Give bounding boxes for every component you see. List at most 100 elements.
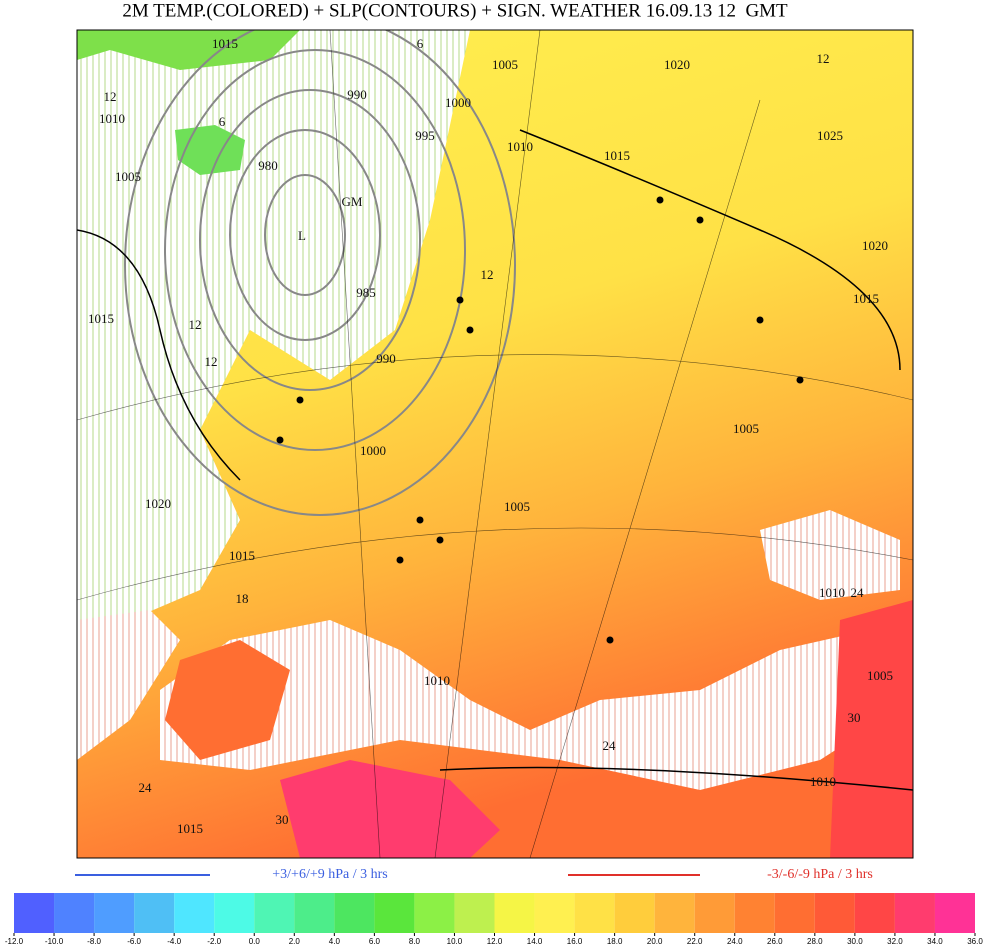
- iberia-heat: [165, 640, 290, 760]
- map-label: 12: [817, 51, 830, 66]
- colorbar-swatch: [374, 893, 415, 933]
- colorbar-tick-label: 18.0: [607, 937, 623, 946]
- colorbar-tick-label: 14.0: [527, 937, 543, 946]
- colorbar-tick-label: 2.0: [289, 937, 301, 946]
- iceland: [175, 125, 245, 175]
- map-label: 30: [276, 812, 289, 827]
- atlantic-south: [77, 610, 180, 760]
- map-label: 990: [347, 87, 367, 102]
- colorbar-tick-label: 20.0: [647, 937, 663, 946]
- map-label: 1005: [733, 421, 759, 436]
- map-label: 1010: [819, 585, 845, 600]
- colorbar-tick-label: 16.0: [567, 937, 583, 946]
- map-label: 1025: [817, 128, 843, 143]
- colorbar-swatch: [134, 893, 175, 933]
- colorbar-swatch: [534, 893, 575, 933]
- graticule: [77, 30, 913, 858]
- colorbar-swatch: [494, 893, 535, 933]
- colorbar-tick-label: 6.0: [369, 937, 381, 946]
- map-label: 1005: [504, 499, 530, 514]
- colorbar-tick-label: 24.0: [727, 937, 743, 946]
- colorbar-swatch: [54, 893, 95, 933]
- map-label: 1010: [99, 111, 125, 126]
- colorbar-tick-label: 32.0: [887, 937, 903, 946]
- mediterranean-sea: [160, 620, 913, 790]
- map-labels: 1015 6 1005 1020 12 12 1010 990 1000 6 995 1025 1010…: [88, 36, 893, 836]
- colorbar-tick-label: -4.0: [167, 937, 181, 946]
- colorbar-swatch: [894, 893, 935, 933]
- map-label: 6: [417, 36, 424, 51]
- weather-symbols: [276, 196, 804, 644]
- colorbar-swatch: [734, 893, 775, 933]
- colorbar-swatch: [174, 893, 215, 933]
- map-label: GM: [342, 194, 363, 209]
- colorbar-swatch: [334, 893, 375, 933]
- colorbar-tick-label: 0.0: [249, 937, 261, 946]
- map-label: 12: [481, 267, 494, 282]
- map-label: 1015: [229, 548, 255, 563]
- map-label: 24: [851, 585, 865, 600]
- map-label: 990: [376, 351, 396, 366]
- map-label: 1000: [445, 95, 471, 110]
- colorbar-swatch: [694, 893, 735, 933]
- colorbar-swatch: [454, 893, 495, 933]
- map-label: 1020: [664, 57, 690, 72]
- colorbar-tick-label: -10.0: [45, 937, 64, 946]
- map: 1015 6 1005 1020 12 12 1010 990 1000 6 995 1025 1010…: [77, 30, 913, 858]
- colorbar-tick-label: 10.0: [447, 937, 463, 946]
- map-label: 1020: [862, 238, 888, 253]
- map-label: 1015: [212, 36, 238, 51]
- colorbar-tick-label: 30.0: [847, 937, 863, 946]
- map-label: 12: [189, 317, 202, 332]
- colorbar-swatch: [574, 893, 615, 933]
- colorbar-swatch: [934, 893, 975, 933]
- colorbar-tick-label: 8.0: [409, 937, 421, 946]
- map-label: L: [298, 228, 306, 243]
- map-label: 18: [236, 591, 249, 606]
- colorbar-tick-label: -6.0: [127, 937, 141, 946]
- colorbar-swatch: [774, 893, 815, 933]
- colorbar-tick-label: 26.0: [767, 937, 783, 946]
- greenland: [77, 30, 300, 70]
- map-label: 980: [258, 158, 278, 173]
- map-label: 1010: [810, 774, 836, 789]
- map-label: 1015: [88, 311, 114, 326]
- map-label: 1010: [424, 673, 450, 688]
- map-label: 30: [848, 710, 861, 725]
- colorbar-swatch: [254, 893, 295, 933]
- rising-legend-text: +3/+6/+9 hPa / 3 hrs: [272, 867, 387, 882]
- colorbar-tick-label: 12.0: [487, 937, 503, 946]
- pressure-contours: [124, 30, 516, 516]
- map-label: 1015: [604, 148, 630, 163]
- colorbar-swatch: [214, 893, 255, 933]
- map-label: 995: [415, 128, 435, 143]
- map-label: 1015: [853, 291, 879, 306]
- sahara-heat: [280, 760, 500, 858]
- map-label: 1020: [145, 496, 171, 511]
- east-heat: [830, 600, 913, 858]
- map-frame: [76, 29, 914, 859]
- map-title: 2M TEMP.(COLORED) + SLP(CONTOURS) + SIGN…: [122, 0, 788, 21]
- map-label: 1000: [360, 443, 386, 458]
- map-label: 12: [104, 89, 117, 104]
- colorbar-swatch: [14, 893, 55, 933]
- colorbar-tick-label: -8.0: [87, 937, 101, 946]
- isobars: [77, 129, 913, 791]
- colorbar-tick-label: 34.0: [927, 937, 943, 946]
- colorbar-swatch: [654, 893, 695, 933]
- colorbar: -12.0 -10.0 -8.0 -6.0 -4.0 -2.0 0.0 2.0 4.0 6.0 8.…: [5, 893, 983, 946]
- colorbar-swatch: [814, 893, 855, 933]
- colorbar-tick-label: 28.0: [807, 937, 823, 946]
- map-label: 1005: [115, 169, 141, 184]
- colorbar-tick-label: 22.0: [687, 937, 703, 946]
- colorbar-tick-label: 4.0: [329, 937, 341, 946]
- falling-legend-text: -3/-6/-9 hPa / 3 hrs: [767, 867, 873, 882]
- black-sea: [760, 510, 900, 600]
- colorbar-swatch: [414, 893, 455, 933]
- colorbar-swatch: [294, 893, 335, 933]
- map-label: 24: [139, 780, 153, 795]
- map-label: 1015: [177, 821, 203, 836]
- map-label: 985: [356, 285, 376, 300]
- map-label: 24: [603, 738, 617, 753]
